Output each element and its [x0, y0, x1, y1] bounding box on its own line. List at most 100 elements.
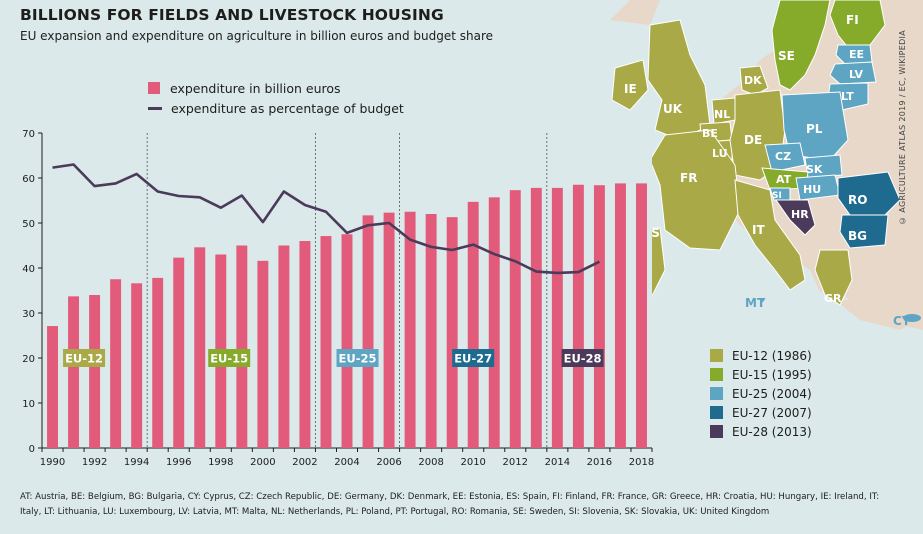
bar	[131, 283, 143, 448]
map-label-si: SI	[772, 191, 782, 201]
bar	[236, 245, 248, 448]
x-tick-label: 1996	[166, 457, 191, 468]
map-label-lt: LT	[841, 90, 854, 103]
chart-title: BILLIONS FOR FIELDS AND LIVESTOCK HOUSIN…	[20, 6, 444, 24]
map-label-fi: FI	[846, 13, 859, 27]
x-axis: 1990 1992 1994 1996 1998 2000 2002 2004 2006 2008…	[40, 447, 654, 468]
x-tick-label: 2004	[334, 457, 359, 468]
bar	[173, 257, 185, 448]
period-label: EU-27	[454, 352, 492, 366]
map-label-uk: UK	[663, 102, 683, 116]
period-label-box	[336, 349, 379, 367]
bar	[509, 190, 521, 448]
bar	[383, 212, 395, 448]
map-label-hu: HU	[803, 183, 821, 196]
bar	[194, 247, 206, 448]
bar	[425, 214, 437, 448]
map-label-bg: BG	[848, 229, 867, 243]
x-tick-label: 2006	[376, 457, 401, 468]
map-label-lu: LU	[712, 147, 728, 160]
map-label-de: DE	[744, 133, 762, 147]
map-legend-item: EU-12 (1986)	[710, 346, 812, 365]
bar	[530, 187, 542, 448]
period-dividers	[146, 133, 548, 448]
bar	[320, 236, 332, 448]
y-tick-label: 40	[22, 264, 35, 275]
bar	[551, 187, 563, 448]
map-label-dk: DK	[744, 74, 762, 87]
x-tick-label: 2002	[292, 457, 317, 468]
bar	[362, 215, 374, 448]
y-tick-label: 60	[22, 174, 35, 185]
bar	[299, 241, 311, 448]
map-legend-swatch	[710, 387, 723, 400]
bar	[593, 185, 605, 448]
x-tick-label: 1998	[208, 457, 233, 468]
map-label-sk: SK	[806, 163, 823, 176]
map-legend-item: EU-25 (2004)	[710, 384, 812, 403]
legend-swatch-line	[148, 106, 162, 110]
x-tick-label: 2010	[460, 457, 485, 468]
map-label-it: IT	[752, 223, 765, 237]
map-label-lv: LV	[849, 68, 863, 81]
legend-item-line: expenditure as percentage of budget	[148, 98, 404, 118]
period-label: EU-15	[210, 352, 248, 366]
map-label-ee: EE	[849, 48, 864, 61]
bar-series	[47, 183, 647, 448]
period-label-box	[63, 349, 106, 367]
x-tick-label: 2018	[629, 457, 654, 468]
map-label-fr: FR	[680, 171, 697, 185]
legend-item-bars: expenditure in billion euros	[148, 78, 404, 98]
bar	[488, 197, 500, 448]
period-label-box	[452, 349, 495, 367]
map-label-ro: RO	[848, 193, 867, 207]
bar	[110, 279, 122, 448]
map-legend-swatch	[710, 425, 723, 438]
chart-subtitle: EU expansion and expenditure on agricult…	[20, 29, 494, 43]
bar	[47, 326, 58, 448]
y-tick-label: 70	[22, 129, 35, 140]
map-legend-swatch	[710, 349, 723, 362]
map-label-at: AT	[776, 173, 792, 186]
map-label-be: BE	[702, 127, 718, 140]
bar	[68, 296, 80, 448]
map-legend-item: EU-15 (1995)	[710, 365, 812, 384]
bar	[152, 277, 164, 448]
map-label-mt: MT	[745, 296, 766, 310]
legend-label-line: expenditure as percentage of budget	[171, 100, 404, 116]
period-label-box	[208, 349, 251, 367]
bar	[446, 217, 458, 448]
y-tick-label: 0	[29, 444, 35, 455]
period-label: EU-25	[339, 352, 377, 366]
x-tick-label: 2016	[587, 457, 612, 468]
map-legend: EU-12 (1986) EU-15 (1995) EU-25 (2004) E…	[710, 346, 812, 441]
map-legend-label: EU-27 (2007)	[732, 405, 812, 420]
x-tick-label: 2008	[418, 457, 443, 468]
x-tick-label: 2014	[545, 457, 570, 468]
x-tick-label: 2012	[503, 457, 528, 468]
y-axis: 0 10 20 30 40 50 60 70	[22, 129, 43, 455]
bar	[257, 260, 269, 448]
x-tick-label: 1992	[82, 457, 107, 468]
bar	[341, 234, 353, 448]
map-legend-item: EU-27 (2007)	[710, 403, 812, 422]
bar	[636, 183, 647, 448]
y-tick-label: 10	[22, 399, 35, 410]
map-label-hr: HR	[791, 208, 809, 221]
bar	[467, 201, 479, 448]
y-tick-label: 50	[22, 219, 35, 230]
map-legend-label: EU-25 (2004)	[732, 386, 812, 401]
line-series	[52, 163, 600, 275]
period-label-box	[561, 349, 604, 367]
period-labels: EU-12 EU-15 EU-25 EU-27 EU-28	[63, 349, 604, 367]
map-legend-label: EU-28 (2013)	[732, 424, 812, 439]
map-legend-label: EU-12 (1986)	[732, 348, 812, 363]
map-label-ie: IE	[624, 82, 637, 96]
source-credit: © AGRICULTURE ATLAS 2019 / EC, WIKIPEDIA	[898, 30, 907, 225]
country-abbreviations: AT: Austria, BE: Belgium, BG: Bulgaria, …	[20, 492, 880, 517]
map-legend-label: EU-15 (1995)	[732, 367, 812, 382]
bar	[89, 295, 101, 448]
legend-label-bar: expenditure in billion euros	[170, 80, 341, 96]
chart-legend: expenditure in billion euros expenditure…	[148, 78, 404, 118]
